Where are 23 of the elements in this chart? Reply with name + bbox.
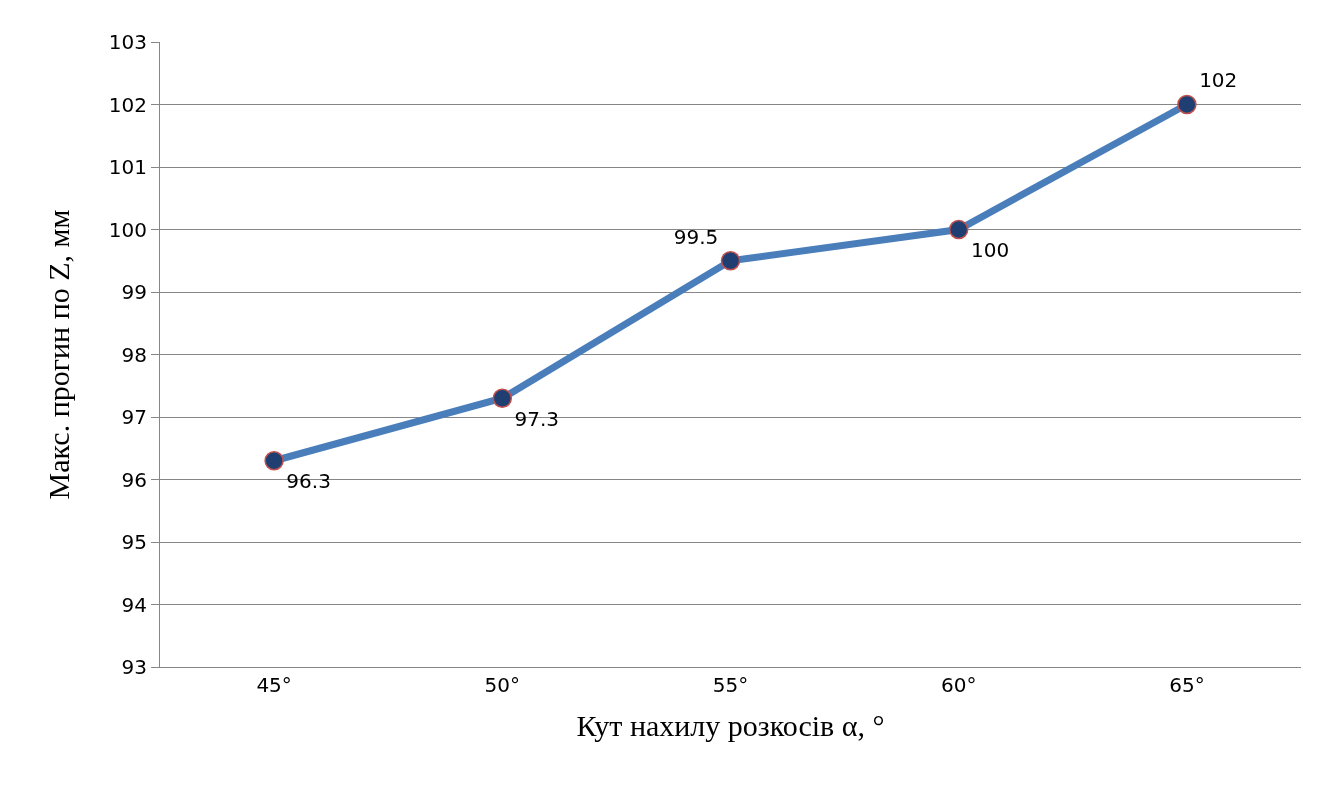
y-tick-label: 97 xyxy=(121,405,147,429)
y-tick-label: 101 xyxy=(108,155,147,179)
x-axis-title: Кут нахилу розкосів α, ° xyxy=(576,708,885,742)
y-tick-label: 96 xyxy=(121,467,147,492)
data-label: 100 xyxy=(970,237,1010,262)
x-tick-label: 45° xyxy=(256,673,292,697)
y-tick-label: 98 xyxy=(121,342,147,367)
y-axis-title: Макс. прогин по Z, мм xyxy=(41,209,75,500)
x-tick-label: 55° xyxy=(712,673,749,697)
y-tick-label: 93 xyxy=(121,655,147,679)
y-tick-label: 94 xyxy=(121,592,147,617)
data-label: 102 xyxy=(1199,68,1238,93)
y-tick-label: 99 xyxy=(121,280,147,304)
y-tick-label: 100 xyxy=(108,217,147,242)
data-label: 97.3 xyxy=(514,406,560,431)
y-tick-label: 95 xyxy=(121,530,147,554)
y-tick-label: 103 xyxy=(108,30,147,54)
y-tick-label: 102 xyxy=(108,92,147,117)
data-label: 99.5 xyxy=(673,224,719,249)
x-tick-label: 65° xyxy=(1169,673,1205,697)
data-label: 96.3 xyxy=(286,469,331,493)
x-tick-label: 60° xyxy=(940,673,977,697)
x-tick-label: 50° xyxy=(484,673,521,697)
